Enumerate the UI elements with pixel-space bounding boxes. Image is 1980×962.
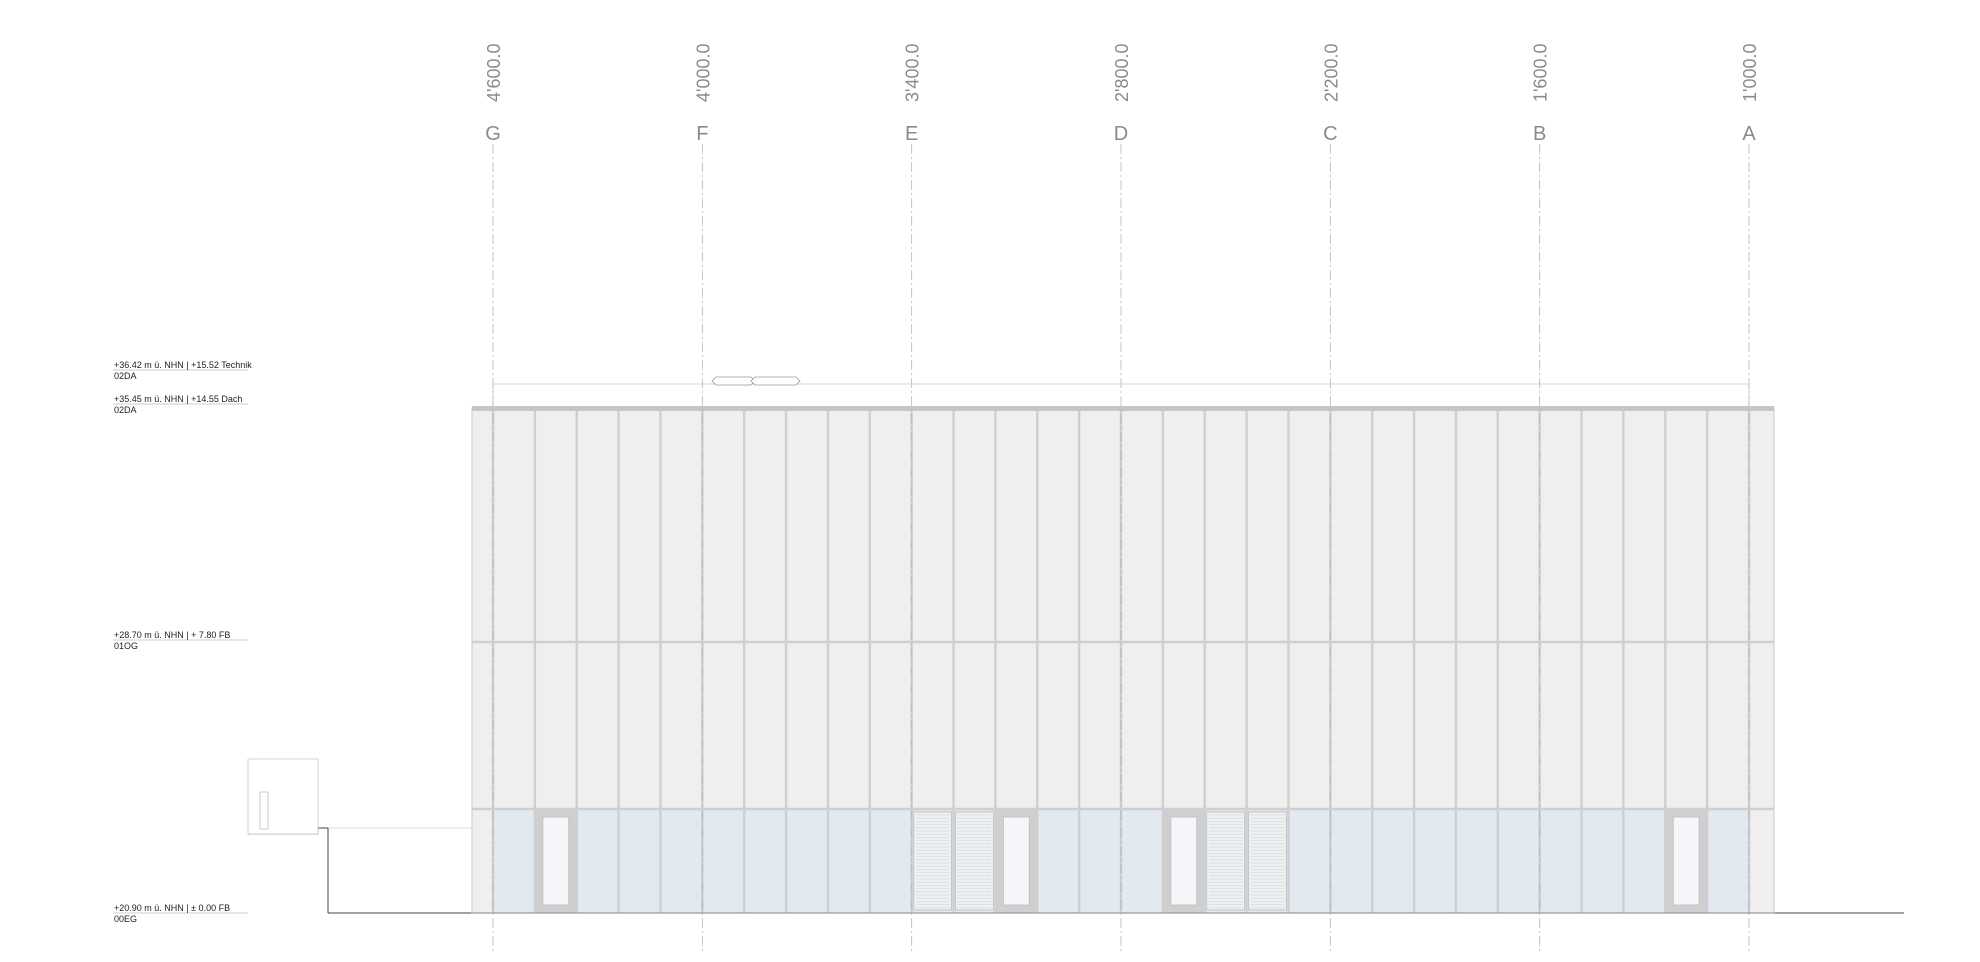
axis-dimension: 2'800.0 — [1112, 44, 1132, 103]
level-floor-code: 01OG — [114, 641, 138, 651]
skylight-right — [750, 376, 801, 386]
axis-dimension: 4'600.0 — [484, 44, 504, 103]
level-floor-code: 02DA — [114, 405, 137, 415]
building-facade — [471, 406, 1775, 914]
axis-letter: A — [1742, 123, 1756, 145]
terrain-step — [248, 827, 329, 913]
axis-dimension: 3'400.0 — [903, 44, 923, 103]
door-leaf — [1170, 816, 1198, 906]
level-markers: +36.42 m ü. NHN | +15.52 Technik02DA+35.… — [113, 360, 252, 924]
louvre-panel — [913, 811, 953, 911]
skylight-left — [711, 376, 756, 386]
axis-letter: B — [1533, 123, 1546, 145]
axis-letter: F — [696, 123, 708, 145]
outbuilding-door — [259, 791, 269, 830]
roof-parapet — [472, 406, 1774, 411]
axis-dimension: 2'200.0 — [1321, 44, 1341, 103]
outbuilding — [247, 758, 319, 835]
axis-letter: D — [1114, 123, 1128, 145]
louvre-panel — [955, 811, 994, 911]
grid-axes: G 4'600.0 F 4'000.0 E 3'400.0 D 2'800.0 C 2'200.0… — [484, 44, 1760, 952]
level-label: +20.90 m ü. NHN | ± 0.00 FB — [114, 903, 230, 913]
door-leaf — [542, 816, 570, 906]
level-label: +28.70 m ü. NHN | + 7.80 FB — [114, 630, 230, 640]
axis-letter: E — [905, 123, 918, 145]
louvre-panel — [1206, 811, 1246, 911]
axis-dimension: 4'000.0 — [693, 44, 713, 103]
level-label: +35.45 m ü. NHN | +14.55 Dach — [114, 394, 242, 404]
door-leaf — [1672, 816, 1700, 906]
door-leaf — [1003, 816, 1030, 906]
axis-dimension: 1'600.0 — [1531, 44, 1551, 103]
axis-dimension: 1'000.0 — [1740, 44, 1760, 103]
level-floor-code: 02DA — [114, 371, 137, 381]
axis-letter: G — [485, 123, 501, 145]
level-label: +36.42 m ü. NHN | +15.52 Technik — [114, 360, 252, 370]
louvre-panel — [1248, 811, 1287, 911]
level-floor-code: 00EG — [114, 914, 137, 924]
axis-letter: C — [1323, 123, 1337, 145]
